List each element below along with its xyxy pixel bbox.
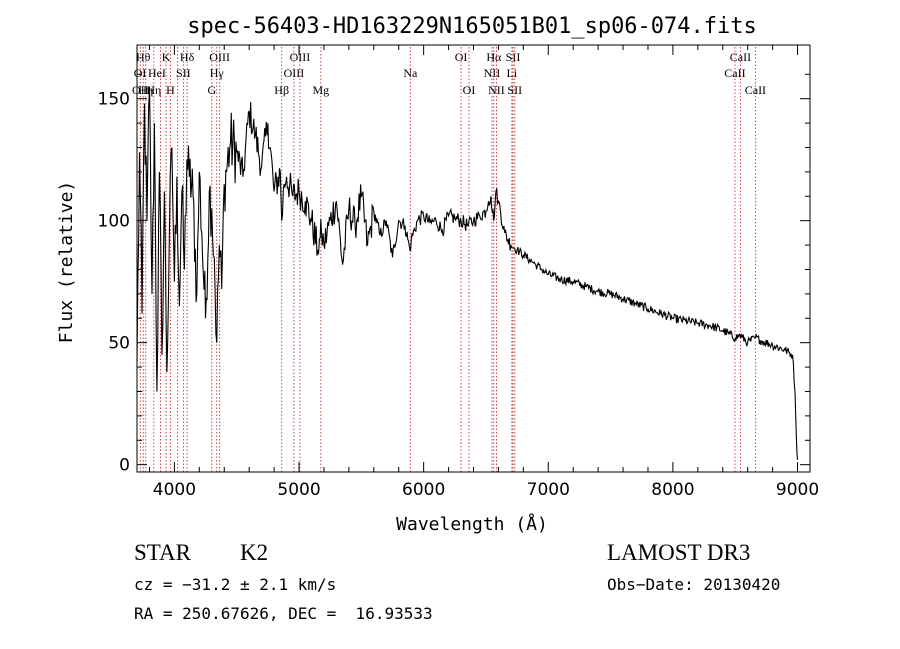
x-tick-label: 8000	[651, 480, 694, 500]
spectral-line-label: OI	[463, 83, 476, 97]
spectral-line-label: OI	[134, 66, 147, 80]
spectral-line-label: OIII	[209, 50, 230, 64]
spectral-line-label: NII	[488, 83, 505, 97]
y-tick-label: 100	[98, 212, 130, 232]
spectral-line-label: Hβ	[274, 83, 289, 97]
spectral-line-label: NII	[484, 66, 501, 80]
spectral-line-label: Na	[403, 66, 418, 80]
redshift-info: cz = −31.2 ± 2.1 km/s	[134, 575, 337, 594]
x-axis-label: Wavelength (Å)	[396, 513, 548, 535]
spectral-line-label: SII	[176, 66, 191, 80]
spectral-line-label: Mg	[312, 83, 329, 97]
x-tick-label: 6000	[402, 480, 445, 500]
x-tick-label: 7000	[527, 480, 570, 500]
x-tick-label: 4000	[153, 480, 196, 500]
spectral-line-label: CaII	[724, 66, 745, 80]
x-tick-label: 5000	[277, 480, 320, 500]
spectral-line-label: OIII	[290, 50, 311, 64]
spectral-line-label: Li	[507, 66, 518, 80]
spectrum-line	[136, 86, 799, 460]
y-tick-label: 150	[98, 90, 130, 110]
y-tick-label: 50	[108, 334, 130, 354]
spectral-line-label: OII	[132, 83, 149, 97]
spectral-line-label: SII	[506, 50, 521, 64]
observation-date: Obs−Date: 20130420	[607, 575, 781, 594]
spectral-line-label: H	[166, 83, 175, 97]
spectral-line-label: CaII	[730, 50, 751, 64]
survey-name: LAMOST DR3	[607, 540, 751, 565]
y-tick-label: 0	[119, 456, 130, 476]
spectral-line-label: Hη	[146, 83, 161, 97]
spectral-line-label: OIII	[284, 66, 305, 80]
spectral-line-label: HeI	[148, 66, 166, 80]
spectral-line-label: Hγ	[210, 66, 225, 80]
x-tick-label: 9000	[776, 480, 819, 500]
spectral-line-label: Hθ	[136, 50, 151, 64]
spectral-line-label: Hδ	[180, 50, 195, 64]
spectral-line-label: G	[207, 83, 216, 97]
coordinates: RA = 250.67626, DEC = 16.93533	[134, 604, 433, 623]
spectral-line-label: Hα	[486, 50, 502, 64]
spectral-line-label: CaII	[745, 83, 766, 97]
spectral-line-label: K	[162, 50, 171, 64]
spectral-line-label: SII	[507, 83, 522, 97]
plot-frame	[136, 44, 811, 473]
plot-axes: 4000 5000 6000 7000 8000 9000 0 50 100 150	[98, 44, 819, 500]
y-axis-label: Flux (relative)	[56, 181, 77, 344]
object-class: STAR	[134, 540, 191, 565]
chart-title: spec-56403-HD163229N165051B01_sp06-074.f…	[187, 14, 757, 39]
spectral-line-label: OI	[455, 50, 468, 64]
object-subclass: K2	[240, 540, 269, 565]
spectral-line-markers: OIIHθHηHηKHSIIHδGHγOIIIHβOIIIOIIIMgNaOIO…	[132, 47, 766, 472]
